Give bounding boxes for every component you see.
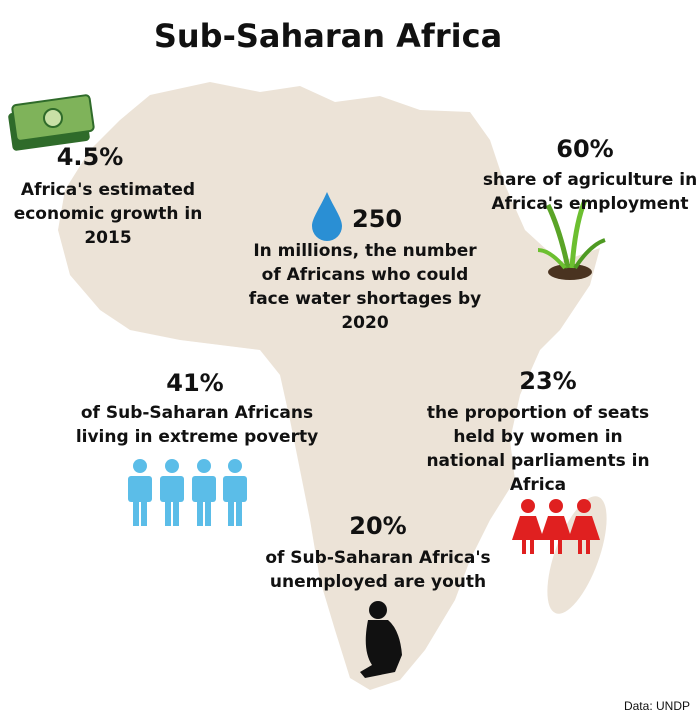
stat-description: Africa's estimated (21, 180, 195, 200)
stat-description: face water shortages by (249, 289, 481, 309)
stat-description: Africa (510, 475, 566, 495)
women-icon (512, 499, 600, 554)
stat-description: economic growth in (14, 204, 203, 224)
money-icon (8, 94, 95, 151)
stat-description: share of agriculture in (483, 170, 697, 190)
madagascar (547, 496, 607, 614)
stat-description: living in extreme poverty (76, 427, 318, 447)
plant-icon (537, 199, 606, 280)
people-icon (128, 459, 247, 526)
stat-description: 2015 (84, 228, 131, 248)
stat-value: 23% (519, 367, 576, 395)
stat-description: of Sub-Saharan Africans (81, 403, 313, 423)
stat-description: 2020 (341, 313, 388, 333)
stat-description: national parliaments in (426, 451, 649, 471)
stat-description: the proportion of seats (427, 403, 649, 423)
stat-description: Africa's employment (491, 194, 688, 214)
stat-value: 20% (349, 512, 406, 540)
stat-description: held by women in (453, 427, 622, 447)
stat-description: unemployed are youth (270, 572, 486, 592)
stat-description: of Sub-Saharan Africa's (265, 548, 490, 568)
youth-icon (360, 601, 402, 678)
stat-value: 41% (166, 369, 223, 397)
stat-value: 60% (556, 135, 613, 163)
stat-description: of Africans who could (262, 265, 469, 285)
stat-value: 250 (352, 205, 402, 233)
water-drop-icon (312, 192, 342, 241)
africa-map (58, 82, 600, 690)
stat-value: 4.5% (57, 143, 124, 171)
source: Data: UNDP (624, 699, 690, 713)
title: Sub-Saharan Africa (154, 17, 502, 55)
stat-description: In millions, the number (253, 241, 477, 261)
